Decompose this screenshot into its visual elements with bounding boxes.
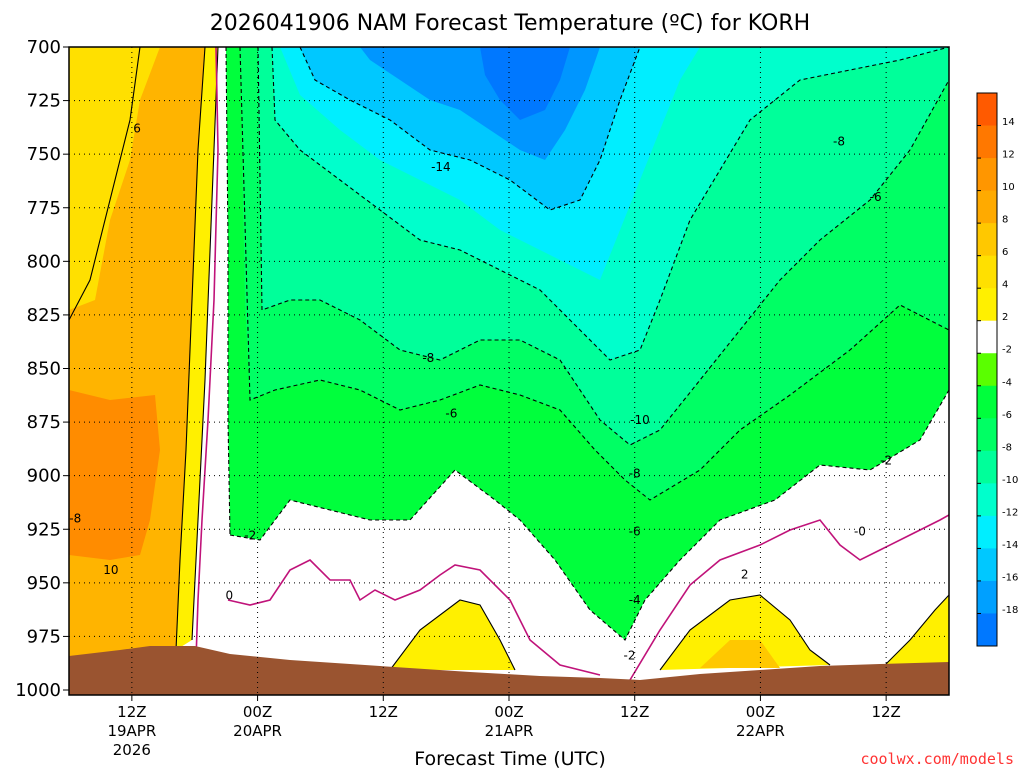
x-tick-date: 19APR — [107, 722, 156, 740]
contour-lines — [69, 47, 949, 671]
contour-label: -2 — [244, 529, 256, 543]
x-tick-time: 00Z — [243, 703, 272, 721]
colorbar-swatch — [977, 418, 997, 452]
x-tick-time: 12Z — [369, 703, 398, 721]
y-tick-label: 725 — [27, 91, 61, 112]
colorbar-label: -18 — [1002, 605, 1018, 616]
chart-title: 2026041906 NAM Forecast Temperature (ºC)… — [210, 11, 810, 36]
x-tick-date: 21APR — [485, 722, 534, 740]
colorbar-frame — [976, 92, 998, 647]
region-yellow-pocket-1 — [390, 600, 515, 670]
x-tick-year: 2026 — [113, 741, 151, 759]
y-tick-label: 975 — [27, 626, 61, 647]
y-tick-label: 850 — [27, 359, 61, 380]
x-tick-date: 22APR — [736, 722, 785, 740]
contour-label: -6 — [870, 190, 882, 204]
colorbar-swatch — [977, 580, 997, 614]
x-tick-date: 20APR — [233, 722, 282, 740]
contour-label: 10 — [103, 563, 118, 577]
colorbar-swatch — [977, 255, 997, 289]
contour-label: -2 — [623, 649, 635, 663]
x-axis-label: Forecast Time (UTC) — [414, 748, 605, 768]
colorbar-label: 12 — [1002, 150, 1015, 161]
y-tick-label: 875 — [27, 412, 61, 433]
y-tick-label: 925 — [27, 519, 61, 540]
x-tick-time: 12Z — [871, 703, 900, 721]
colorbar-swatch — [977, 158, 997, 192]
y-tick-label: 775 — [27, 198, 61, 219]
colorbar-swatch — [977, 93, 997, 127]
colorbar-swatch — [977, 288, 997, 322]
colorbar: 14 12 10 8 6 4 2 -2 -4 -6 -8 -10 -12 -14 -16 -18 — [976, 92, 1018, 647]
colorbar-swatch — [977, 320, 997, 354]
colorbar-swatch — [977, 385, 997, 419]
colorbar-swatch — [977, 450, 997, 484]
colorbar-label: -2 — [1002, 345, 1012, 356]
contour-labels: 6 -8 10 0 -2 -14 -8 -6 -10 -8 -6 -4 -2 2 -8 -6 -2 -0 — [69, 121, 892, 662]
y-tick-label: 825 — [27, 305, 61, 326]
contour-label: 0 — [225, 589, 233, 603]
grid — [69, 47, 949, 695]
contour-label: -2 — [880, 454, 892, 468]
x-tick-time: 12Z — [117, 703, 146, 721]
colorbar-label: -16 — [1002, 572, 1018, 583]
contour-label: -14 — [431, 160, 451, 174]
region-yellow-pocket-2 — [660, 595, 830, 670]
colorbar-label: 4 — [1002, 280, 1008, 291]
freezing-lines — [195, 47, 949, 681]
contour-label: -4 — [629, 593, 641, 607]
colorbar-label: -12 — [1002, 507, 1018, 518]
colorbar-label: 10 — [1002, 182, 1015, 193]
contour-label: 2 — [741, 567, 749, 581]
region-darkblue — [480, 47, 570, 120]
colorbar-label: -10 — [1002, 475, 1018, 486]
colorbar-label: 6 — [1002, 247, 1008, 258]
colorbar-swatch — [977, 223, 997, 257]
colorbar-label: -6 — [1002, 410, 1012, 421]
contour-label: -0 — [854, 524, 866, 538]
y-tick-label: 750 — [27, 144, 61, 165]
terrain — [69, 646, 949, 695]
colorbar-swatch — [977, 613, 997, 647]
region-deep-orange — [69, 390, 160, 560]
colorbar-label: -8 — [1002, 442, 1012, 453]
colorbar-swatch — [977, 125, 997, 159]
y-axis: 700 725 750 775 800 825 850 875 900 925 950 975 1000 — [15, 37, 69, 701]
colorbar-swatch — [977, 483, 997, 517]
colorbar-swatch — [977, 353, 997, 387]
contour-label: -8 — [69, 512, 81, 526]
colorbar-swatch — [977, 190, 997, 224]
y-tick-label: 700 — [27, 37, 61, 58]
colorbar-label: -4 — [1002, 377, 1012, 388]
y-tick-label: 1000 — [15, 680, 61, 701]
region-yellow-left — [69, 47, 160, 310]
x-tick-time: 12Z — [620, 703, 649, 721]
credit-link[interactable]: coolwx.com/models — [860, 750, 1014, 768]
colorbar-label: 14 — [1002, 117, 1015, 128]
contour-label: -8 — [629, 467, 641, 481]
colorbar-swatch — [977, 515, 997, 549]
contour-label: -10 — [630, 413, 650, 427]
y-tick-label: 900 — [27, 466, 61, 487]
colorbar-label: -14 — [1002, 540, 1018, 551]
y-tick-label: 800 — [27, 251, 61, 272]
contour-label: -6 — [445, 407, 457, 421]
contour-label: -6 — [629, 524, 641, 538]
contour-label: -8 — [422, 351, 434, 365]
colorbar-swatch — [977, 548, 997, 582]
region-yellow-strip — [176, 47, 218, 650]
region-yellow-pocket-3 — [880, 595, 949, 670]
x-tick-time: 00Z — [494, 703, 523, 721]
colorbar-label: 2 — [1002, 312, 1008, 323]
contour-label: -8 — [833, 134, 845, 148]
colorbar-label: 8 — [1002, 215, 1008, 226]
x-tick-time: 00Z — [746, 703, 775, 721]
y-tick-label: 950 — [27, 573, 61, 594]
contour-label: 6 — [133, 121, 141, 135]
